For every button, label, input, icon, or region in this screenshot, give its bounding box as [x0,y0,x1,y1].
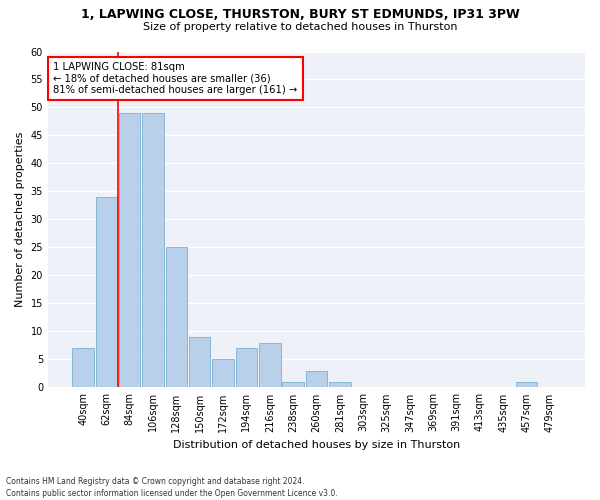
Y-axis label: Number of detached properties: Number of detached properties [15,132,25,307]
Text: Size of property relative to detached houses in Thurston: Size of property relative to detached ho… [143,22,457,32]
Bar [95,197,117,388]
Bar [306,370,327,388]
Bar [516,382,537,388]
Bar [329,382,350,388]
Text: 1 LAPWING CLOSE: 81sqm
← 18% of detached houses are smaller (36)
81% of semi-det: 1 LAPWING CLOSE: 81sqm ← 18% of detached… [53,62,298,95]
Text: 1, LAPWING CLOSE, THURSTON, BURY ST EDMUNDS, IP31 3PW: 1, LAPWING CLOSE, THURSTON, BURY ST EDMU… [80,8,520,20]
Bar [259,342,281,388]
Bar [73,348,94,388]
Bar [166,248,187,388]
Bar [212,360,234,388]
X-axis label: Distribution of detached houses by size in Thurston: Distribution of detached houses by size … [173,440,460,450]
Bar [236,348,257,388]
Bar [283,382,304,388]
Bar [142,113,164,388]
Bar [119,113,140,388]
Text: Contains HM Land Registry data © Crown copyright and database right 2024.
Contai: Contains HM Land Registry data © Crown c… [6,476,338,498]
Bar [189,337,211,388]
